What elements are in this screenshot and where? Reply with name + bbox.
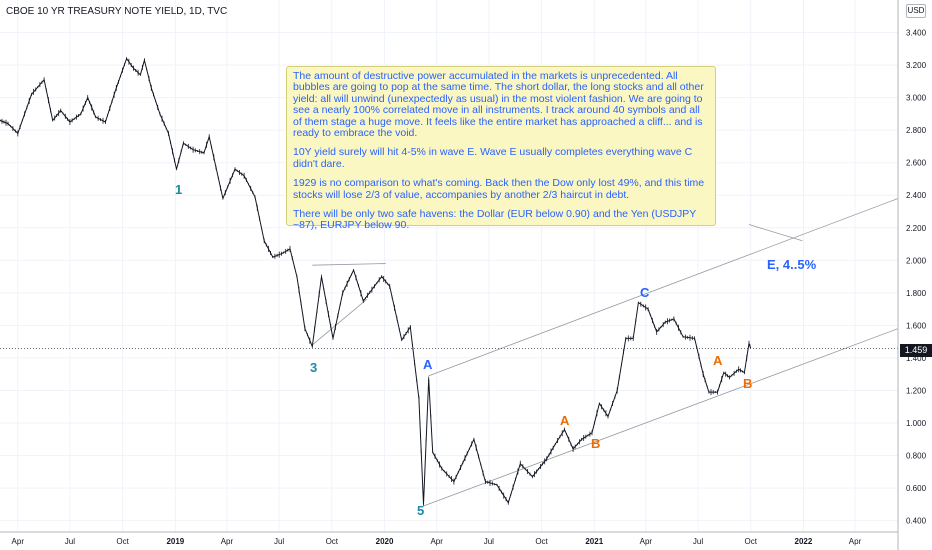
wave-label-C: C — [640, 285, 650, 300]
wave-label-E: E, 4..5% — [767, 257, 817, 272]
wave-label-A: A — [423, 357, 433, 372]
y-tick-label: 3.200 — [906, 61, 927, 70]
chart-title: CBOE 10 YR TREASURY NOTE YIELD, 1D, TVC — [6, 6, 228, 17]
y-tick-label: 3.400 — [906, 29, 927, 38]
note-paragraph-3: 1929 is no comparison to what's coming. … — [293, 177, 705, 201]
x-tick-label: Oct — [326, 537, 339, 546]
y-tick-label: 3.000 — [906, 94, 927, 103]
y-tick-label: 2.400 — [906, 191, 927, 200]
x-tick-label: Oct — [535, 537, 548, 546]
x-tick-label: Apr — [430, 537, 443, 546]
sub-wave-label-B1: B — [591, 436, 601, 451]
wave-label-5: 5 — [417, 503, 425, 518]
x-axis: Apr Jul Oct 2019 Apr Jul Oct 2020 Apr Jul Oct 2021 A… — [0, 531, 898, 546]
annotation-note[interactable]: The amount of destructive power accumula… — [286, 66, 716, 231]
y-tick-label: 0.600 — [906, 484, 927, 493]
note-paragraph-4: There will be only two safe havens: the … — [293, 208, 697, 232]
x-tick-label: 2020 — [376, 537, 394, 546]
sub-wave-label-B2: B — [743, 376, 753, 391]
x-tick-label: Jul — [693, 537, 703, 546]
x-tick-label: 2022 — [795, 537, 813, 546]
x-tick-label: Oct — [116, 537, 129, 546]
y-tick-label: 2.800 — [906, 126, 927, 135]
y-tick-label: 2.600 — [906, 159, 927, 168]
lower-channel-trend-line — [423, 328, 899, 507]
wave3-bottom-trend-line — [312, 299, 368, 346]
y-tick-label: 0.800 — [906, 452, 927, 461]
x-tick-label: Apr — [221, 537, 234, 546]
currency-badge[interactable]: USD — [906, 4, 926, 18]
y-tick-label: 2.200 — [906, 224, 927, 233]
x-tick-label: Jul — [484, 537, 494, 546]
last-price-label: 1.459 — [900, 344, 932, 357]
x-tick-label: 2021 — [585, 537, 603, 546]
note-paragraph-2: 10Y yield surely will hit 4-5% in wave E… — [293, 146, 693, 170]
x-tick-label: Apr — [12, 537, 25, 546]
x-tick-label: Apr — [640, 537, 653, 546]
y-tick-label: 1.200 — [906, 386, 927, 395]
wave-label-1: 1 — [175, 182, 183, 197]
chart-grid — [0, 0, 898, 532]
x-tick-label: Apr — [849, 537, 862, 546]
y-tick-label: 1.400 — [906, 354, 927, 363]
y-tick-label: 2.000 — [906, 256, 927, 265]
y-tick-label: 0.400 — [906, 517, 927, 526]
x-tick-label: Jul — [65, 537, 75, 546]
x-tick-label: 2019 — [166, 537, 184, 546]
wave3-top-trend-line — [312, 263, 386, 266]
upper-channel-trend-line — [428, 198, 899, 377]
note-paragraph-1: The amount of destructive power accumula… — [293, 70, 704, 140]
y-tick-label: 1.800 — [906, 289, 927, 298]
x-tick-label: Oct — [744, 537, 757, 546]
y-axis: 3.400 3.200 3.000 2.800 2.600 2.400 2.200 2.000… — [897, 0, 927, 550]
trend-lines — [312, 198, 899, 507]
sub-wave-label-A2: A — [713, 353, 723, 368]
y-tick-label: 1.600 — [906, 321, 927, 330]
y-tick-label: 1.000 — [906, 419, 927, 428]
note-callout-trend-line — [748, 224, 803, 242]
wave-label-3: 3 — [310, 360, 318, 375]
sub-wave-label-A1: A — [560, 413, 570, 428]
price-series — [0, 57, 752, 506]
x-tick-label: Jul — [274, 537, 284, 546]
